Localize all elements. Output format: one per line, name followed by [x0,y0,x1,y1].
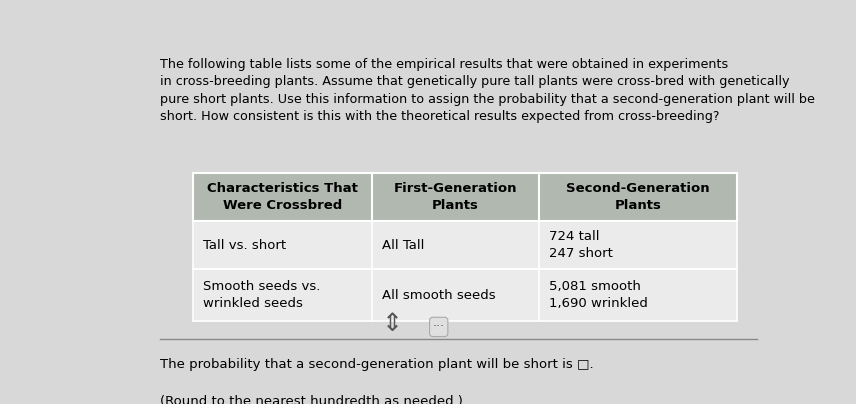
Text: All smooth seeds: All smooth seeds [383,288,496,301]
Text: 5,081 smooth
1,690 wrinkled: 5,081 smooth 1,690 wrinkled [549,280,648,310]
Text: 724 tall
247 short: 724 tall 247 short [549,230,613,260]
Text: Characteristics That
Were Crossbred: Characteristics That Were Crossbred [207,182,359,212]
Text: Tall vs. short: Tall vs. short [203,239,286,252]
Text: First-Generation
Plants: First-Generation Plants [394,182,517,212]
Text: The probability that a second-generation plant will be short is □.: The probability that a second-generation… [160,358,594,371]
Text: ···: ··· [432,320,445,333]
Text: Smooth seeds vs.
wrinkled seeds: Smooth seeds vs. wrinkled seeds [203,280,320,310]
Text: All Tall: All Tall [383,239,425,252]
Text: Second-Generation
Plants: Second-Generation Plants [566,182,710,212]
Text: (Round to the nearest hundredth as needed.): (Round to the nearest hundredth as neede… [160,396,463,404]
FancyBboxPatch shape [193,221,737,269]
Text: The following table lists some of the empirical results that were obtained in ex: The following table lists some of the em… [160,58,815,123]
FancyBboxPatch shape [193,173,737,221]
Text: ⇕: ⇕ [382,312,403,336]
FancyBboxPatch shape [193,269,737,321]
